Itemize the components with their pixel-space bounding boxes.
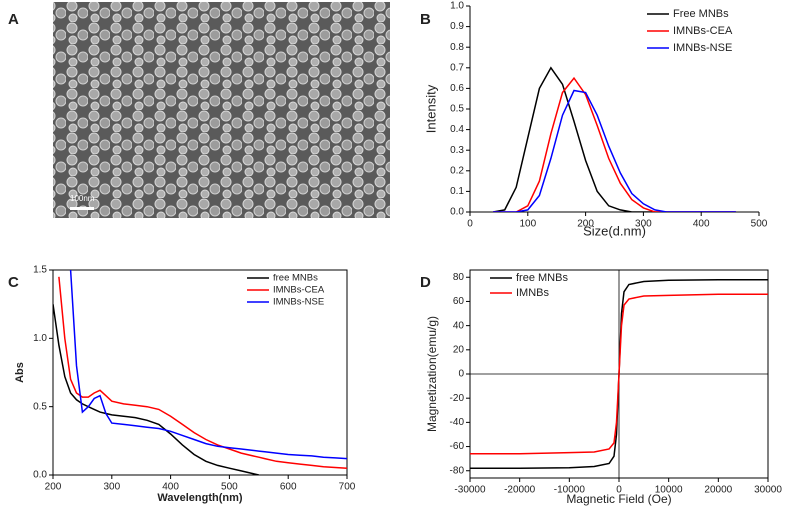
scale-bar bbox=[70, 207, 94, 210]
legend-label: Free MNBs bbox=[673, 8, 729, 20]
legend-label: free MNBs bbox=[273, 273, 318, 284]
legend-label: IMNBs-NSE bbox=[673, 42, 732, 54]
x-axis-label: Magnetic Field (Oe) bbox=[566, 492, 671, 506]
x-tick-label: 100 bbox=[519, 219, 536, 230]
x-tick-label: 30000 bbox=[754, 485, 782, 496]
series-line bbox=[53, 304, 259, 475]
y-tick-label: 0.6 bbox=[450, 83, 464, 94]
y-tick-label: -60 bbox=[450, 441, 465, 452]
y-tick-label: -40 bbox=[450, 417, 465, 428]
y-axis-label: Abs bbox=[14, 362, 26, 383]
series-line bbox=[492, 66, 736, 212]
x-tick-label: 10000 bbox=[655, 485, 683, 496]
y-tick-label: 0 bbox=[458, 369, 464, 380]
y-tick-label: -80 bbox=[450, 465, 465, 476]
y-tick-label: 80 bbox=[453, 272, 465, 283]
x-tick-label: 300 bbox=[635, 219, 652, 230]
y-tick-label: -20 bbox=[450, 393, 465, 404]
x-tick-label: 0 bbox=[616, 485, 622, 496]
legend-label: IMNBs-NSE bbox=[273, 297, 324, 308]
y-tick-label: 1.5 bbox=[33, 265, 47, 276]
panel-label: D bbox=[420, 274, 431, 291]
y-tick-label: 0.9 bbox=[450, 21, 464, 32]
x-tick-label: 0 bbox=[467, 219, 473, 230]
series-line bbox=[69, 270, 347, 460]
x-tick-label: 20000 bbox=[704, 485, 732, 496]
series-line bbox=[493, 76, 736, 212]
y-tick-label: 60 bbox=[453, 296, 465, 307]
x-axis-label: Wavelength(nm) bbox=[157, 492, 242, 504]
x-tick-label: 400 bbox=[693, 219, 710, 230]
y-tick-label: 0.0 bbox=[33, 470, 47, 481]
series-line bbox=[470, 293, 768, 455]
x-tick-label: 500 bbox=[221, 482, 238, 493]
y-tick-label: 0.5 bbox=[33, 401, 47, 412]
x-tick-label: 200 bbox=[45, 482, 62, 493]
series-line bbox=[493, 89, 736, 212]
x-tick-label: -30000 bbox=[454, 485, 486, 496]
x-tick-label: 600 bbox=[280, 482, 297, 493]
y-tick-label: 0.0 bbox=[450, 207, 464, 218]
y-tick-label: 1.0 bbox=[33, 333, 47, 344]
y-tick-label: 0.2 bbox=[450, 165, 464, 176]
y-tick-label: 0.7 bbox=[450, 62, 464, 73]
panel-label: A bbox=[8, 11, 19, 28]
legend-label: IMNBs bbox=[516, 287, 550, 299]
x-tick-label: 500 bbox=[751, 219, 768, 230]
sem-image bbox=[53, 2, 390, 218]
series-line bbox=[58, 276, 347, 469]
x-tick-label: 700 bbox=[339, 482, 356, 493]
y-axis-label: Magnetization(emu/g) bbox=[425, 316, 439, 432]
y-axis-label: Intensity bbox=[423, 84, 438, 133]
x-axis-label: Size(d.nm) bbox=[583, 223, 646, 238]
x-tick-label: 400 bbox=[162, 482, 179, 493]
y-tick-label: 0.8 bbox=[450, 42, 464, 53]
y-tick-label: 0.5 bbox=[450, 104, 464, 115]
x-tick-label: 300 bbox=[103, 482, 120, 493]
y-tick-label: 1.0 bbox=[450, 1, 464, 12]
panel-label: B bbox=[420, 11, 431, 28]
y-tick-label: 40 bbox=[453, 320, 465, 331]
panel-label: C bbox=[8, 274, 19, 291]
x-tick-label: -20000 bbox=[504, 485, 536, 496]
plot-frame bbox=[52, 269, 348, 476]
legend-label: IMNBs-CEA bbox=[273, 285, 325, 296]
y-tick-label: 20 bbox=[453, 344, 465, 355]
legend-label: free MNBs bbox=[516, 272, 568, 284]
legend-label: IMNBs-CEA bbox=[673, 25, 733, 37]
y-tick-label: 0.1 bbox=[450, 186, 464, 197]
scale-bar-label: 100nm bbox=[70, 194, 95, 203]
x-tick-label: 200 bbox=[577, 219, 594, 230]
y-tick-label: 0.3 bbox=[450, 145, 464, 156]
y-tick-label: 0.4 bbox=[450, 124, 464, 135]
x-tick-label: -10000 bbox=[554, 485, 586, 496]
